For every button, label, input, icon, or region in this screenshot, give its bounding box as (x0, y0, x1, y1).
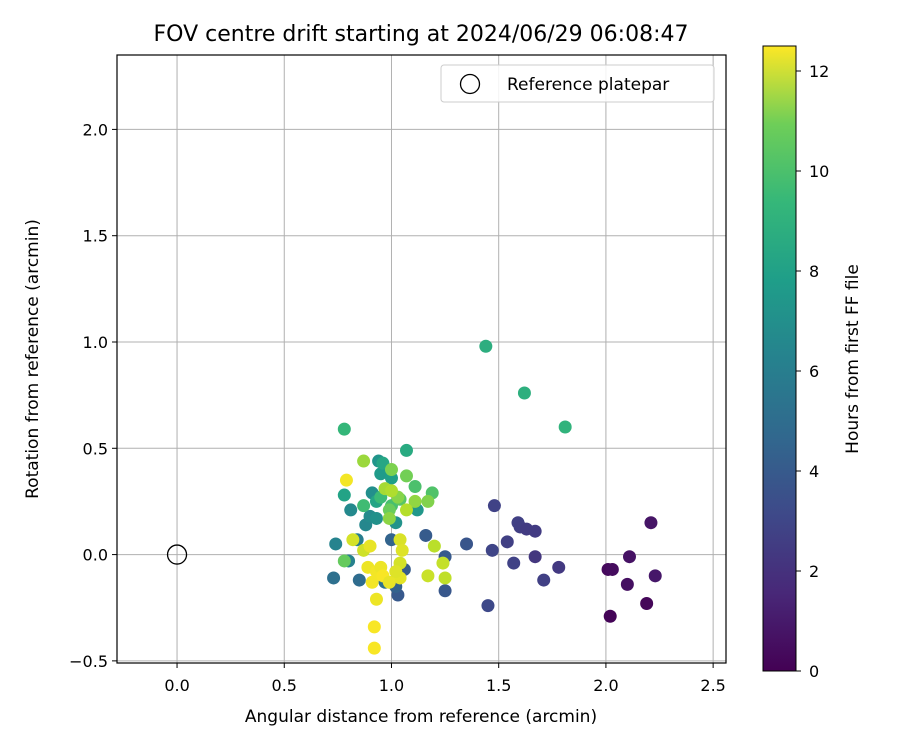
plot-frame (116, 54, 727, 664)
data-point (644, 516, 658, 530)
data-point (481, 599, 495, 613)
chart-title: FOV centre drift starting at 2024/06/29 … (154, 22, 689, 47)
legend-label-reference-platepar: Reference platepar (507, 75, 669, 95)
data-point (395, 543, 409, 557)
data-point (399, 503, 413, 517)
data-point (389, 565, 403, 579)
data-point (500, 535, 514, 549)
data-point (344, 503, 358, 517)
x-tick-label: 2.0 (593, 676, 618, 695)
y-axis: −0.5 0.0 0.5 1.0 1.5 2.0 (69, 120, 117, 671)
colorbar: 0 2 4 6 8 10 12 Hours from first FF file (762, 45, 863, 681)
data-point (419, 528, 433, 542)
data-point (436, 556, 450, 570)
data-point (369, 511, 383, 525)
data-point (337, 554, 351, 568)
data-point (384, 463, 398, 477)
colorbar-tick-label: 0 (809, 662, 819, 681)
colorbar-tick-label: 12 (809, 62, 829, 81)
data-point (337, 422, 351, 436)
y-axis-label: Rotation from reference (arcmin) (23, 219, 43, 499)
data-point (408, 494, 422, 508)
data-point (528, 550, 542, 564)
colorbar-tick-label: 4 (809, 462, 819, 481)
legend: Reference platepar (440, 64, 715, 103)
data-point (363, 539, 377, 553)
x-tick-label: 1.5 (486, 676, 511, 695)
data-point (421, 494, 435, 508)
reference-marker-layer (166, 544, 188, 565)
data-point (357, 454, 371, 468)
colorbar-label: Hours from first FF file (843, 264, 863, 454)
data-point (346, 533, 360, 547)
reference-platepar-marker (166, 544, 188, 565)
data-point (367, 641, 381, 655)
colorbar-tick-label: 10 (809, 162, 829, 181)
y-tick-label: −0.5 (69, 652, 108, 671)
data-point (329, 537, 343, 551)
x-tick-label: 2.5 (700, 676, 725, 695)
data-point (382, 511, 396, 525)
data-point (357, 499, 371, 513)
colorbar-tick-label: 2 (809, 562, 819, 581)
data-point (558, 420, 572, 434)
colorbar-tick-label: 8 (809, 262, 819, 281)
legend-reference-marker (459, 73, 481, 95)
grid (117, 55, 726, 663)
legend-box (440, 64, 715, 103)
data-point (365, 575, 379, 589)
data-point (623, 550, 637, 564)
x-axis-label: Angular distance from reference (arcmin) (245, 707, 597, 727)
data-point (640, 596, 654, 610)
y-tick-label: 0.0 (83, 546, 108, 565)
data-point (399, 469, 413, 483)
data-point (648, 569, 662, 583)
data-point (603, 609, 617, 623)
data-point (369, 592, 383, 606)
data-point (487, 499, 501, 513)
data-point (485, 543, 499, 557)
data-point (438, 571, 452, 585)
scatter-points (327, 339, 662, 655)
data-point (537, 573, 551, 587)
x-tick-label: 0.0 (164, 676, 189, 695)
data-point (352, 573, 366, 587)
data-point (479, 339, 493, 353)
x-axis: 0.0 0.5 1.0 1.5 2.0 2.5 (164, 663, 726, 695)
data-point (408, 480, 422, 494)
data-point (367, 620, 381, 634)
data-point (605, 562, 619, 576)
data-point (620, 577, 634, 591)
data-point (460, 537, 474, 551)
data-point (421, 569, 435, 583)
y-tick-label: 0.5 (83, 439, 108, 458)
data-point (384, 484, 398, 498)
colorbar-gradient (762, 45, 797, 672)
data-point (393, 533, 407, 547)
data-point (337, 488, 351, 502)
data-point (438, 584, 452, 598)
data-point (517, 386, 531, 400)
y-tick-label: 2.0 (83, 120, 108, 139)
data-point (507, 556, 521, 570)
data-point (427, 539, 441, 553)
data-point (339, 473, 353, 487)
colorbar-tick-label: 6 (809, 362, 819, 381)
x-tick-label: 1.0 (379, 676, 404, 695)
x-tick-label: 0.5 (272, 676, 297, 695)
data-point (528, 524, 542, 538)
y-tick-label: 1.0 (83, 333, 108, 352)
data-point (327, 571, 341, 585)
data-point (382, 575, 396, 589)
data-point (374, 467, 388, 481)
colorbar-ticks: 0 2 4 6 8 10 12 (796, 62, 829, 681)
y-tick-label: 1.5 (83, 227, 108, 246)
data-point (399, 443, 413, 457)
data-point (552, 560, 566, 574)
